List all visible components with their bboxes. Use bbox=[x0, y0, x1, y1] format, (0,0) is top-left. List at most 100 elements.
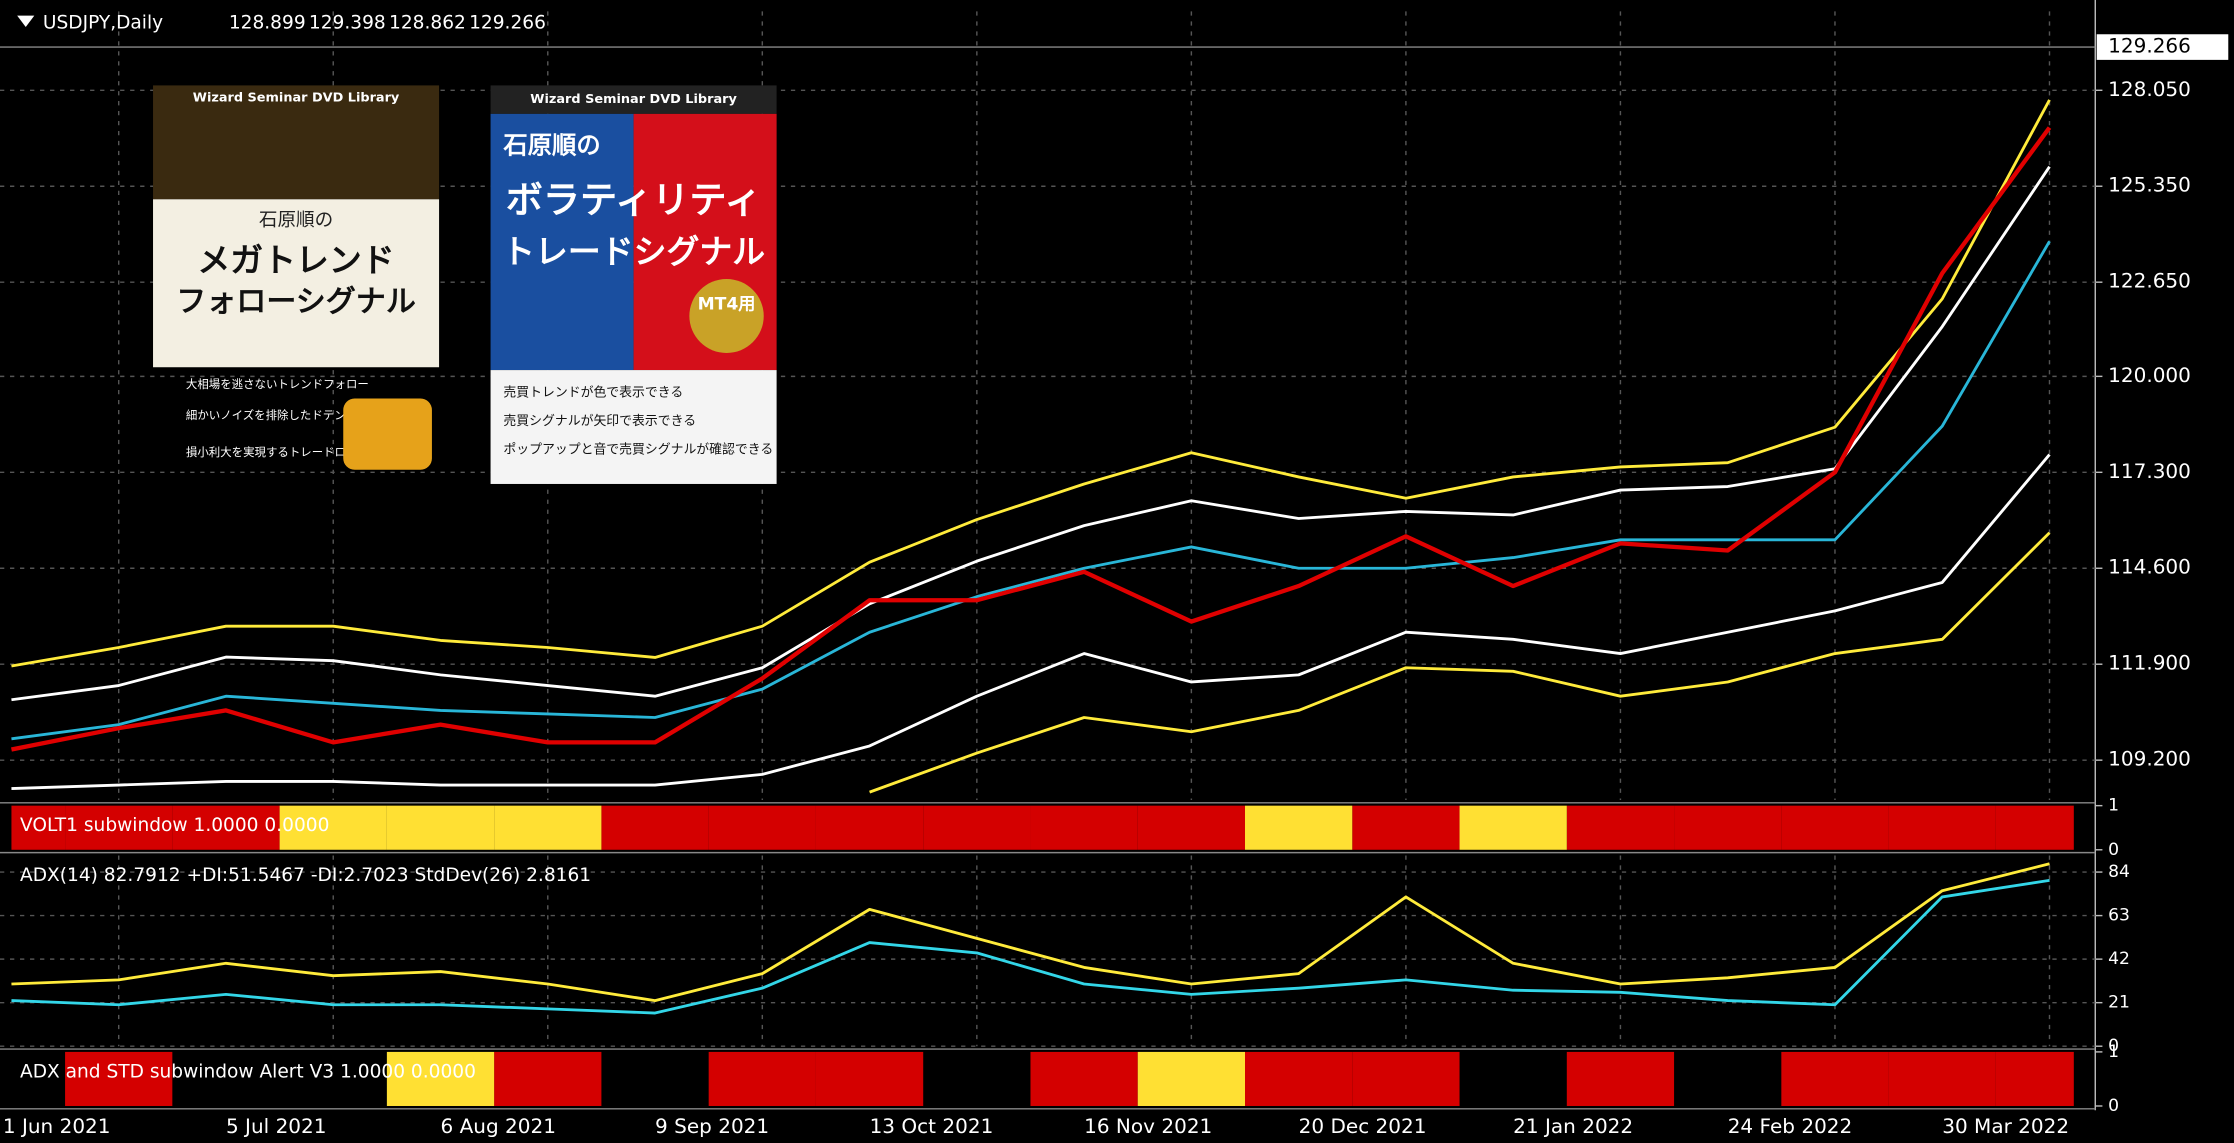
y-tick-label: 109.200 bbox=[2108, 747, 2191, 771]
state-block bbox=[923, 805, 1031, 850]
y-tick-label: 128.050 bbox=[2108, 77, 2191, 101]
symbol-title: USDJPY,Daily bbox=[43, 12, 163, 33]
series-line bbox=[869, 531, 2051, 794]
y-tick-label: 84 bbox=[2108, 862, 2130, 882]
state-block bbox=[386, 1051, 495, 1106]
cover-strip bbox=[490, 85, 777, 114]
state-block bbox=[1245, 805, 1353, 850]
state-block bbox=[1888, 805, 1996, 850]
state-block bbox=[708, 805, 816, 850]
state-block bbox=[1459, 805, 1567, 850]
y-tick-label: 0 bbox=[2108, 1096, 2119, 1116]
state-block bbox=[1888, 1051, 1996, 1106]
series-line bbox=[11, 862, 2050, 1003]
cover-panel bbox=[490, 370, 777, 484]
open-price: 128.899 bbox=[229, 12, 306, 33]
state-block bbox=[386, 805, 495, 850]
series-line bbox=[11, 126, 2052, 752]
y-tick-label: 120.000 bbox=[2108, 363, 2191, 387]
state-block bbox=[601, 805, 709, 850]
state-block bbox=[494, 805, 602, 850]
y-tick-label: 1 bbox=[2108, 796, 2119, 816]
state-block bbox=[1352, 805, 1460, 850]
x-tick-label: 1 Jun 2021 bbox=[3, 1114, 111, 1138]
book-point: 損小利大を実現するトレードロジック bbox=[186, 445, 380, 459]
state-block bbox=[11, 805, 66, 850]
x-tick-label: 9 Sep 2021 bbox=[655, 1114, 769, 1138]
subwindow-title: VOLT1 subwindow 1.0000 0.0000 bbox=[20, 815, 329, 836]
book-point: ポップアップと音で売買シグナルが確認できる bbox=[503, 441, 773, 457]
book-point: 売買シグナルが矢印で表示できる bbox=[503, 413, 696, 429]
book-title: ボラティリティ bbox=[506, 179, 762, 222]
state-block bbox=[1781, 1051, 1889, 1106]
book-cover: Wizard Seminar DVD Library 石原順の メガトレンド フ… bbox=[153, 85, 440, 470]
book-point: 売買トレンドが色で表示できる bbox=[503, 384, 683, 400]
x-tick-label: 13 Oct 2021 bbox=[870, 1114, 994, 1138]
last-price-tag bbox=[2096, 34, 2229, 60]
state-block bbox=[279, 805, 387, 850]
series-line bbox=[11, 240, 2051, 741]
state-block bbox=[1030, 805, 1138, 850]
state-block bbox=[1137, 1051, 1246, 1106]
state-block bbox=[1352, 1051, 1460, 1106]
y-tick-label: 114.600 bbox=[2108, 555, 2191, 579]
state-block bbox=[172, 805, 280, 850]
series-line bbox=[11, 878, 2050, 1015]
book-author: 石原順の bbox=[502, 131, 600, 160]
badge bbox=[343, 398, 432, 470]
y-tick-label: 1 bbox=[2108, 1042, 2119, 1062]
x-tick-label: 24 Feb 2022 bbox=[1728, 1114, 1853, 1138]
state-block bbox=[65, 1051, 173, 1106]
state-block bbox=[1245, 1051, 1353, 1106]
state-block bbox=[1781, 805, 1889, 850]
state-block bbox=[65, 805, 173, 850]
series-line bbox=[11, 99, 2051, 668]
y-tick-label: 0 bbox=[2108, 840, 2119, 860]
chart-marks: 109.200 111.900 114.600 117.300 120.000 122.6… bbox=[0, 11, 2229, 1138]
cover-panel bbox=[153, 199, 440, 368]
x-tick-label: 30 Mar 2022 bbox=[1942, 1114, 2069, 1138]
x-tick-label: 20 Dec 2021 bbox=[1299, 1114, 1427, 1138]
cover-blue bbox=[490, 113, 634, 371]
badge bbox=[689, 278, 764, 354]
book-cover: Wizard Seminar DVD Library 石原順の ボラティリティ … bbox=[490, 85, 777, 484]
book-title: メガトレンド bbox=[197, 241, 394, 279]
state-block bbox=[708, 1051, 816, 1106]
y-tick-label: 21 bbox=[2108, 993, 2130, 1013]
menu-arrow[interactable] bbox=[17, 15, 35, 28]
high-price: 129.398 bbox=[309, 12, 386, 33]
x-tick-label: 21 Jan 2022 bbox=[1513, 1114, 1633, 1138]
badge-text: MT4用 bbox=[698, 295, 756, 315]
y-tick-label: 0 bbox=[2108, 1036, 2119, 1056]
state-block bbox=[1674, 805, 1782, 850]
state-block bbox=[1566, 805, 1675, 850]
book-series: Wizard Seminar DVD Library bbox=[530, 92, 737, 107]
state-block bbox=[1137, 805, 1246, 850]
series-line bbox=[11, 453, 2051, 791]
y-tick-label: 125.350 bbox=[2108, 173, 2191, 197]
state-block bbox=[815, 805, 924, 850]
y-tick-label: 42 bbox=[2108, 949, 2130, 969]
state-block bbox=[1995, 805, 2074, 850]
book-series: Wizard Seminar DVD Library bbox=[193, 91, 400, 106]
y-tick-label: 122.650 bbox=[2108, 269, 2191, 293]
subwindow-title: ADX(14) 82.7912 +DI:51.5467 -DI:2.7023 S… bbox=[20, 865, 591, 886]
state-block bbox=[1030, 1051, 1138, 1106]
book-author: 石原順の bbox=[259, 210, 333, 231]
series-line bbox=[11, 165, 2051, 702]
state-block bbox=[815, 1051, 924, 1106]
x-tick-label: 16 Nov 2021 bbox=[1084, 1114, 1212, 1138]
close-price: 129.266 bbox=[469, 12, 546, 33]
state-block bbox=[494, 1051, 602, 1106]
y-tick-label: 63 bbox=[2108, 906, 2130, 926]
book-title: トレードシグナル bbox=[502, 233, 765, 271]
subwindow-title: ADX and STD subwindow Alert V3 1.0000 0.… bbox=[20, 1061, 476, 1082]
state-block bbox=[1566, 1051, 1675, 1106]
book-title: フォローシグナル bbox=[176, 285, 416, 320]
last-price-label: 129.266 bbox=[2108, 34, 2191, 58]
y-tick-label: 111.900 bbox=[2108, 651, 2191, 675]
book-point: 大相場を逃さないトレンドフォロー bbox=[186, 377, 369, 391]
x-tick-label: 6 Aug 2021 bbox=[441, 1114, 556, 1138]
